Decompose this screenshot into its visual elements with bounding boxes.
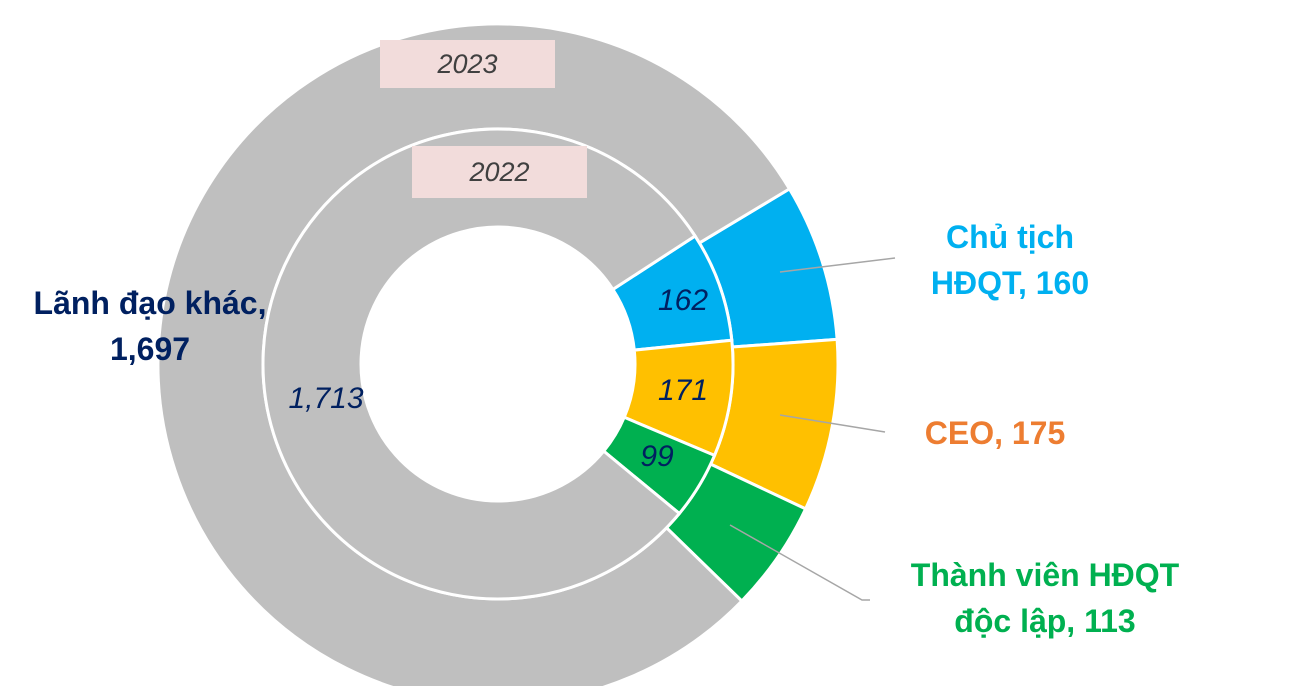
leader-line (779, 414, 886, 433)
leader-line (779, 257, 896, 273)
slice-label: Chủ tịch HĐQT, 160 (930, 219, 1090, 301)
data-label: 1,713 (288, 382, 363, 415)
slice (261, 127, 698, 601)
data-label: 162 (658, 284, 708, 317)
slice-label: CEO, 175 (924, 415, 1066, 451)
leader-line (729, 524, 870, 601)
slice-label: Thành viên HĐQT độc lập, 113 (910, 557, 1180, 639)
data-label: 99 (640, 440, 674, 473)
series-box (380, 40, 555, 88)
series-name: 2022 (468, 157, 529, 187)
data-label: 171 (658, 374, 708, 407)
series-name: 2023 (436, 49, 497, 79)
series-box (412, 146, 587, 198)
slice-label: Lãnh đạo khác, 1,697 (33, 285, 267, 367)
